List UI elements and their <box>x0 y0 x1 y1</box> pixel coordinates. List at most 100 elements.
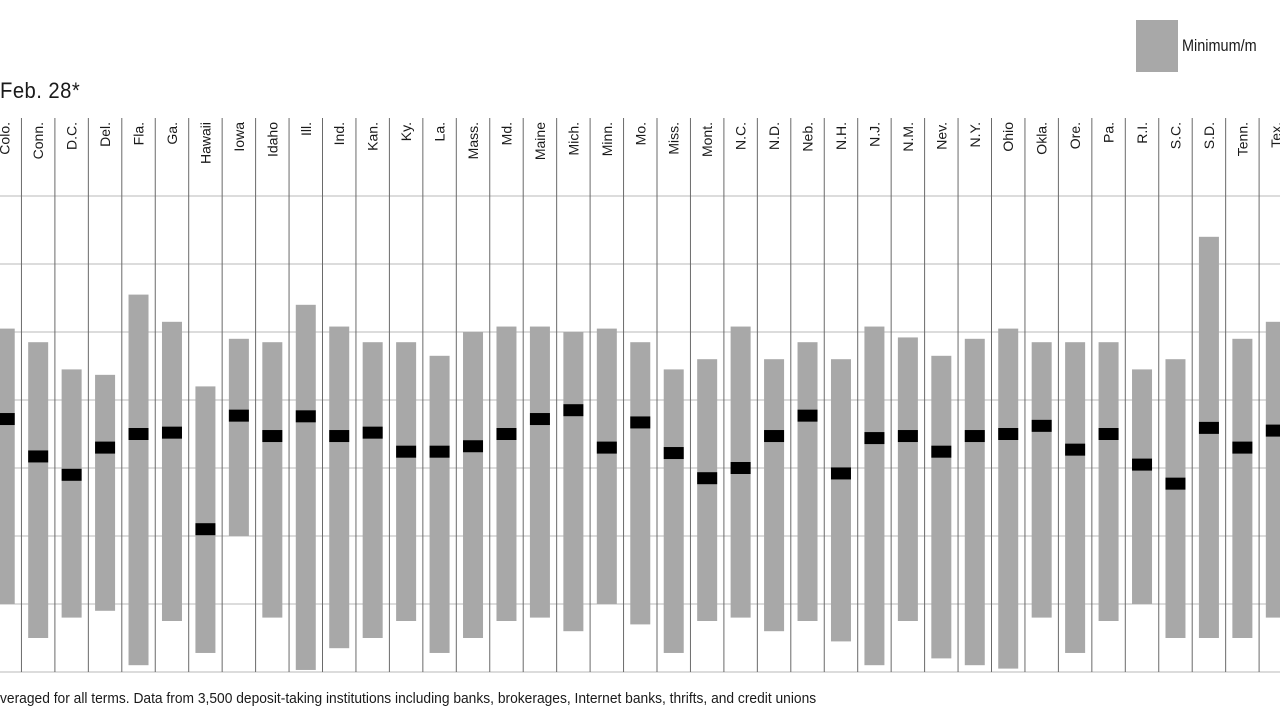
range-bar <box>362 342 383 638</box>
average-marker <box>362 426 383 439</box>
category-label: N.M. <box>900 122 916 152</box>
range-bar <box>529 326 550 618</box>
category-label: Ky. <box>398 122 414 141</box>
category-label: S.D. <box>1201 122 1217 149</box>
range-bar <box>295 304 316 670</box>
category-label: Pa. <box>1101 122 1117 143</box>
range-bar <box>1165 359 1186 638</box>
average-marker <box>1265 424 1280 437</box>
range-bar <box>28 342 49 638</box>
category-label: Miss. <box>666 122 682 155</box>
category-label: Hawaii <box>197 122 213 164</box>
category-label: Ill. <box>298 122 314 136</box>
range-bar <box>0 328 15 604</box>
category-label: Tex. <box>1268 122 1280 148</box>
average-marker <box>396 445 417 458</box>
average-marker <box>663 447 684 460</box>
range-bar <box>195 386 216 653</box>
range-bar <box>463 332 484 638</box>
average-marker <box>429 445 450 458</box>
average-marker <box>529 413 550 426</box>
range-bar <box>228 338 249 536</box>
category-label: N.J. <box>866 122 882 147</box>
average-marker <box>998 428 1019 440</box>
average-marker <box>964 430 985 443</box>
range-bar <box>1198 236 1219 639</box>
category-label: Del. <box>97 122 113 147</box>
category-label: Conn. <box>30 122 46 159</box>
range-bar <box>830 359 851 642</box>
average-marker <box>931 445 952 458</box>
range-bar <box>964 338 985 666</box>
average-marker <box>262 430 283 443</box>
range-bar <box>1031 342 1052 618</box>
average-marker <box>864 432 885 445</box>
average-marker <box>897 430 918 443</box>
range-bar <box>496 326 517 621</box>
average-marker <box>1132 458 1153 471</box>
average-marker <box>630 416 651 429</box>
category-label: Md. <box>498 122 514 145</box>
average-marker <box>1031 419 1052 432</box>
range-bar <box>998 328 1019 669</box>
range-bar <box>329 326 350 649</box>
average-marker <box>95 441 116 454</box>
average-marker <box>563 404 584 417</box>
average-marker <box>1165 477 1186 490</box>
range-bar <box>95 374 116 611</box>
category-label: Ga. <box>164 122 180 145</box>
category-label: Mich. <box>565 122 581 155</box>
category-label: Ohio <box>1000 122 1016 152</box>
category-label: N.Y. <box>967 122 983 147</box>
range-bar <box>897 337 918 621</box>
range-bar <box>1265 321 1280 618</box>
category-label: Tenn. <box>1234 122 1250 156</box>
category-label: N.D. <box>766 122 782 150</box>
range-bar <box>764 359 785 632</box>
range-bar <box>1065 342 1086 653</box>
range-bar <box>429 355 450 653</box>
legend-label: Minimum/m <box>1182 36 1257 55</box>
range-bar <box>1132 369 1153 604</box>
category-label: Mo. <box>632 122 648 145</box>
category-label: R.I. <box>1134 122 1150 144</box>
category-label: Ore. <box>1067 122 1083 149</box>
range-bar <box>1098 342 1119 621</box>
range-bar <box>797 342 818 621</box>
category-label: N.H. <box>833 122 849 150</box>
range-bar <box>262 342 283 618</box>
footnote: veraged for all terms. Data from 3,500 d… <box>0 690 817 707</box>
category-label: Maine <box>532 122 548 160</box>
category-label: Ind. <box>331 122 347 145</box>
category-label: Mont. <box>699 122 715 157</box>
average-marker <box>730 462 751 474</box>
category-label: S.C. <box>1167 122 1183 149</box>
category-label: Colo. <box>0 122 13 155</box>
category-label: Minn. <box>599 122 615 156</box>
range-bar <box>1232 338 1253 638</box>
range-bar <box>161 321 182 621</box>
range-bar <box>864 326 885 666</box>
range-bar <box>697 359 718 621</box>
range-bar <box>128 294 149 666</box>
average-marker <box>161 426 182 439</box>
range-bar <box>596 328 617 604</box>
category-label: Iowa <box>231 122 247 152</box>
category-label: Okla. <box>1034 122 1050 155</box>
average-marker <box>596 441 617 454</box>
average-marker <box>830 467 851 480</box>
average-marker <box>1198 421 1219 434</box>
average-marker <box>195 523 216 536</box>
category-label: La. <box>432 122 448 141</box>
category-label: Fla. <box>131 122 147 145</box>
category-label: Mass. <box>465 122 481 159</box>
average-marker <box>329 430 350 443</box>
range-bar <box>663 369 684 653</box>
average-marker <box>1098 428 1119 440</box>
category-label: Kan. <box>365 122 381 151</box>
average-marker <box>295 410 316 423</box>
category-label: Nev. <box>933 122 949 150</box>
average-marker <box>764 430 785 443</box>
range-bar <box>396 342 417 621</box>
